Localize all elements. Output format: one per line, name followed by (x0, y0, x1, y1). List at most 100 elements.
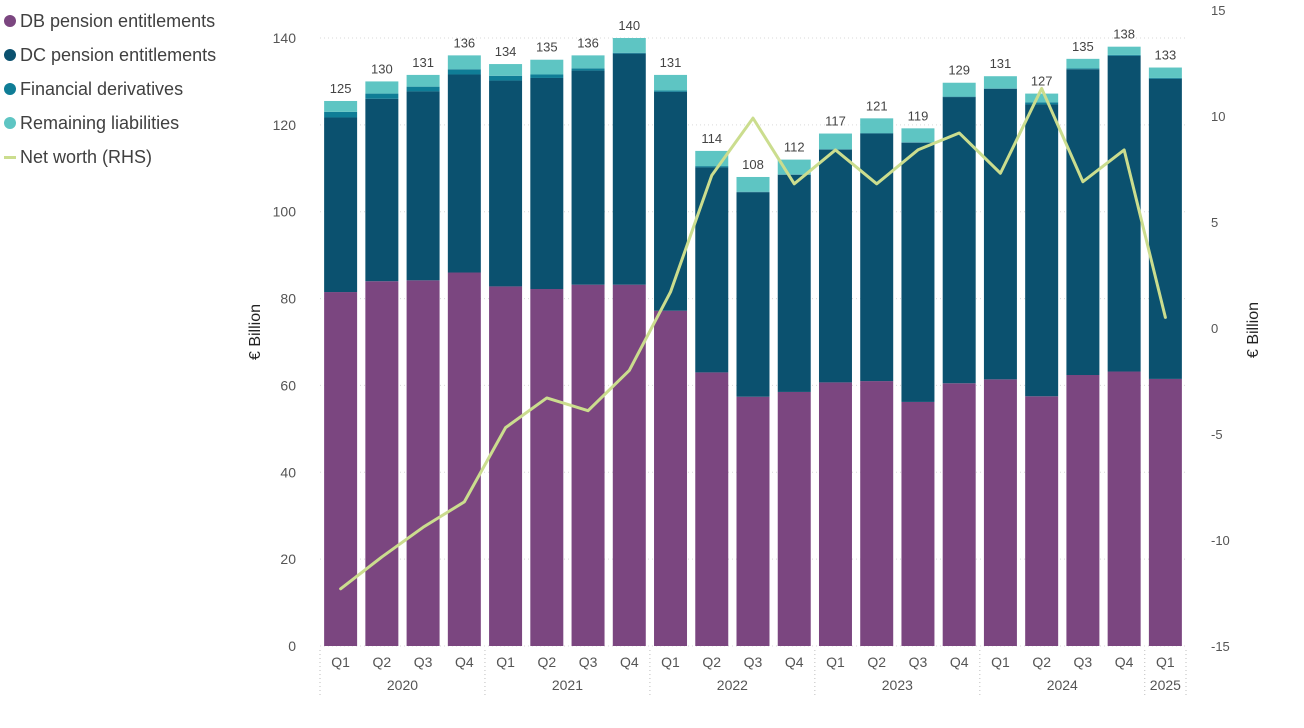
legend-swatch-rem (4, 117, 16, 129)
bar-series (324, 38, 1182, 646)
total-label: 131 (412, 55, 434, 70)
total-data-labels: 125 130 131 136 134 135 136 140 131 114 108 112 117 1… (330, 18, 1176, 172)
y2-tick-label: 0 (1211, 321, 1218, 336)
bar-dc (406, 91, 440, 281)
y2-tick-label: -5 (1211, 427, 1223, 442)
bar-rem (530, 59, 564, 75)
x-tick-label: Q2 (537, 654, 556, 670)
bar-dc (901, 142, 935, 402)
bar-dc (489, 80, 523, 287)
legend-swatch-db (4, 15, 16, 27)
bar-db (447, 272, 481, 646)
bar-dc (860, 133, 894, 382)
x-tick-label: Q1 (1156, 654, 1175, 670)
bar-rem (901, 128, 935, 143)
bar-db (1066, 375, 1100, 646)
total-label: 119 (908, 108, 929, 123)
total-label: 131 (990, 56, 1012, 71)
bar-fd (447, 69, 481, 75)
total-label: 136 (577, 35, 599, 50)
bar-fd (612, 52, 646, 54)
x-tick-label: Q1 (661, 654, 680, 670)
bar-db (612, 284, 646, 646)
y-tick-label: 40 (280, 464, 296, 480)
total-label: 127 (1031, 74, 1053, 89)
bar-db (406, 280, 440, 646)
total-label: 135 (536, 40, 558, 55)
total-label: 133 (1155, 48, 1177, 63)
bar-rem (365, 81, 399, 94)
y2-tick-label: 10 (1211, 109, 1225, 124)
x-tick-label: Q3 (414, 654, 433, 670)
bar-rem (860, 118, 894, 134)
bar-db (942, 383, 976, 646)
total-label: 136 (453, 35, 475, 50)
y2-tick-label: -15 (1211, 639, 1230, 654)
bar-rem (612, 38, 646, 53)
net-worth-line (339, 86, 1167, 591)
bar-db (983, 379, 1017, 646)
bar-fd (571, 68, 605, 71)
bar-dc (612, 53, 646, 285)
bar-rem (983, 76, 1017, 89)
legend-item-db[interactable]: DB pension entitlements (4, 4, 216, 38)
legend-item-fd[interactable]: Financial derivatives (4, 72, 216, 106)
bar-rem (1025, 93, 1059, 103)
bar-dc (1107, 55, 1141, 372)
legend-item-dc[interactable]: DC pension entitlements (4, 38, 216, 72)
bar-rem (654, 74, 688, 91)
bar-fd (530, 74, 564, 78)
legend-item-rem[interactable]: Remaining liabilities (4, 106, 216, 140)
x-tick-label: Q2 (1032, 654, 1051, 670)
bar-fd (1107, 54, 1141, 56)
bar-db (530, 289, 564, 646)
x-tick-label: Q4 (455, 654, 474, 670)
bar-fd (1148, 77, 1182, 79)
bar-db (860, 381, 894, 646)
bar-rem (489, 64, 523, 76)
bar-db (818, 382, 852, 646)
x-tick-label: Q2 (867, 654, 886, 670)
total-label: 112 (784, 140, 805, 155)
legend-swatch-net (4, 155, 16, 159)
bar-dc (818, 149, 852, 383)
y-axis-title: € Billion (247, 304, 264, 360)
x-tick-label: Q3 (909, 654, 928, 670)
total-label: 134 (495, 44, 517, 59)
y-tick-label: 120 (273, 117, 297, 133)
bar-db (324, 292, 358, 646)
y-tick-label: 140 (273, 30, 297, 46)
year-label: 2021 (552, 677, 583, 693)
bar-dc (447, 74, 481, 273)
year-label: 2020 (387, 677, 418, 693)
bar-fd (695, 166, 729, 168)
x-tick-label: Q3 (744, 654, 763, 670)
y-tick-label: 100 (273, 204, 297, 220)
year-label: 2023 (882, 677, 913, 693)
year-label: 2022 (717, 677, 748, 693)
bar-db (736, 396, 770, 646)
total-label: 108 (742, 157, 764, 172)
x-tick-label: Q4 (620, 654, 639, 670)
total-label: 130 (371, 61, 393, 76)
legend-item-net[interactable]: Net worth (RHS) (4, 140, 216, 174)
y2-tick-label: 15 (1211, 3, 1225, 18)
bar-fd (324, 111, 358, 118)
x-tick-label: Q3 (1074, 654, 1093, 670)
total-label: 140 (618, 18, 640, 33)
chart-legend: DB pension entitlements DC pension entit… (4, 4, 216, 174)
bar-dc (777, 174, 811, 392)
x-tick-label: Q1 (826, 654, 845, 670)
bar-dc (736, 192, 770, 397)
axes: 0 20 40 60 80 100 120 140 -15 -10 -5 0 5 10 15 Q1 Q2 Q3 Q4… (273, 3, 1230, 698)
bar-fd (1066, 68, 1100, 70)
bar-db (365, 281, 399, 646)
y-tick-label: 60 (280, 377, 296, 393)
bar-db (571, 284, 605, 646)
bar-fd (654, 90, 688, 92)
bar-db (1148, 378, 1182, 646)
bar-dc (695, 167, 729, 373)
y2-axis-title: € Billion (1245, 302, 1262, 358)
bar-db (901, 401, 935, 646)
bar-dc (1025, 104, 1059, 397)
